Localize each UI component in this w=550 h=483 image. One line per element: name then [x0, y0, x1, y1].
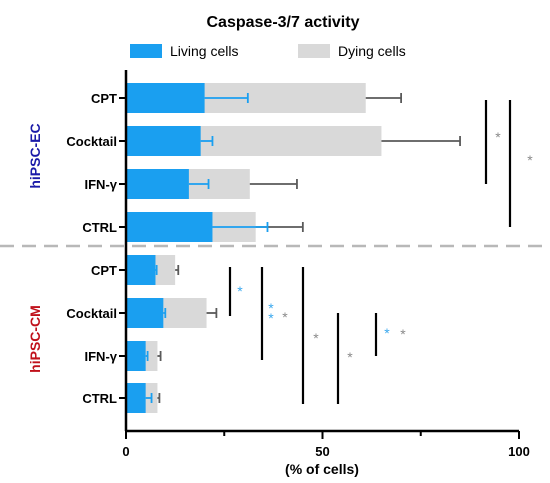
category-labels-layer: CPT Cocktail IFN-γ CTRL CPT Cocktail IFN-γ CTRL… — [66, 91, 529, 459]
category-label-hipsc-cm-0: CPT — [91, 263, 117, 278]
legend-swatch-dying — [298, 44, 330, 58]
legend-swatch-living — [130, 44, 162, 58]
bar-living-hipsc-ec-1 — [126, 126, 201, 156]
significance-star-6: * — [347, 349, 353, 365]
category-label-hipsc-ec-3: CTRL — [82, 220, 117, 235]
significance-star-7: * — [384, 325, 390, 341]
legend-label-dying: Dying cells — [338, 43, 406, 59]
category-label-hipsc-ec-0: CPT — [91, 91, 117, 106]
x-tick-label-50: 50 — [315, 444, 329, 459]
bar-living-hipsc-cm-1 — [126, 298, 164, 328]
significance-star-8: * — [400, 326, 406, 342]
bar-living-hipsc-ec-3 — [126, 212, 213, 242]
significance-layer: ***** **** * — [228, 100, 533, 404]
axes-layer — [119, 70, 520, 439]
significance-star-4: * — [282, 309, 288, 325]
category-label-hipsc-cm-1: Cocktail — [66, 306, 117, 321]
bars-layer — [126, 83, 382, 413]
x-tick-label-0: 0 — [122, 444, 129, 459]
x-axis-title: (% of cells) — [285, 461, 359, 477]
significance-star-1: * — [527, 152, 533, 168]
category-label-hipsc-ec-2: IFN-γ — [85, 177, 118, 192]
group-label-ec: hiPSC-EC — [27, 123, 43, 188]
bar-living-hipsc-ec-0 — [126, 83, 205, 113]
significance-star-2: * — [237, 283, 243, 299]
category-label-hipsc-cm-3: CTRL — [82, 391, 117, 406]
x-tick-label-100: 100 — [508, 444, 530, 459]
bar-living-hipsc-ec-2 — [126, 169, 189, 199]
significance-star-3-a: * — [268, 300, 274, 316]
legend: Living cells Dying cells — [130, 43, 406, 59]
group-label-cm: hiPSC-CM — [27, 305, 43, 373]
significance-star-3-b: * — [268, 310, 274, 326]
bar-living-hipsc-cm-2 — [126, 341, 146, 371]
significance-star-0: * — [495, 129, 501, 145]
category-label-hipsc-cm-2: IFN-γ — [85, 349, 118, 364]
category-label-hipsc-ec-1: Cocktail — [66, 134, 117, 149]
bar-living-hipsc-cm-0 — [126, 255, 156, 285]
bar-living-hipsc-cm-3 — [126, 383, 146, 413]
legend-label-living: Living cells — [170, 43, 238, 59]
chart-title: Caspase-3/7 activity — [207, 14, 360, 31]
significance-star-5: * — [313, 330, 319, 346]
error-bars-layer — [145, 93, 461, 403]
